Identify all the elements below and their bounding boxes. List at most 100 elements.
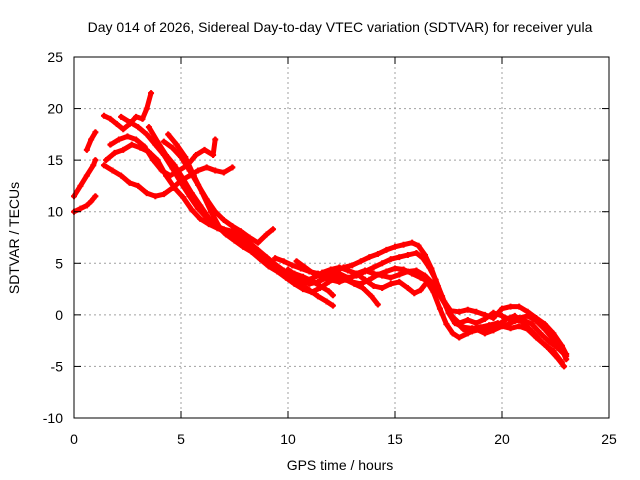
data-point (329, 292, 336, 299)
data-point (507, 303, 514, 310)
data-point (421, 272, 428, 279)
chart-title: Day 014 of 2026, Sidereal Day-to-day VTE… (88, 19, 593, 35)
data-point (135, 124, 142, 131)
data-point (263, 231, 270, 238)
series-trace (71, 193, 98, 215)
data-point (126, 118, 133, 125)
data-point (524, 326, 531, 333)
data-point (133, 113, 140, 120)
data-point (143, 190, 150, 197)
data-point (370, 282, 377, 289)
data-point (188, 190, 195, 197)
data-point (332, 271, 339, 278)
data-point (92, 129, 99, 136)
data-point (225, 229, 232, 236)
data-series (71, 90, 570, 370)
series-arc-o (319, 264, 565, 366)
data-point (314, 293, 321, 300)
data-point (90, 162, 97, 169)
data-point (490, 309, 497, 316)
data-point (246, 239, 253, 246)
data-point (180, 194, 187, 201)
data-point (550, 347, 557, 354)
data-point (285, 266, 291, 273)
data-point (379, 260, 386, 267)
data-point (192, 151, 199, 158)
data-point (344, 267, 351, 274)
data-point (379, 285, 386, 292)
data-point (77, 205, 84, 212)
y-tick-label: 15 (47, 152, 63, 168)
data-point (357, 258, 364, 265)
data-point (327, 276, 334, 283)
data-point (362, 267, 369, 274)
data-point (436, 305, 443, 312)
data-point (233, 235, 240, 242)
data-point (353, 270, 360, 277)
data-point (383, 268, 390, 275)
data-point (456, 334, 463, 341)
data-point (323, 298, 330, 305)
data-point (563, 356, 570, 363)
data-point (329, 302, 336, 309)
data-point (274, 268, 281, 275)
data-point (432, 276, 439, 283)
data-point (188, 206, 195, 213)
data-point (473, 320, 480, 327)
data-point (460, 326, 467, 333)
data-point (145, 148, 152, 155)
x-tick-label: 15 (387, 431, 403, 447)
series-arc-b (71, 157, 99, 200)
data-point (139, 115, 146, 122)
data-point (229, 164, 236, 171)
data-point (368, 293, 375, 300)
data-point (160, 191, 167, 198)
data-point (201, 146, 208, 153)
data-point (220, 169, 227, 176)
data-point (537, 330, 544, 337)
data-point (135, 182, 142, 189)
data-point (197, 202, 204, 209)
data-point (107, 141, 114, 148)
data-point (207, 208, 214, 215)
data-point (344, 275, 351, 282)
data-point (319, 269, 326, 276)
data-point (366, 254, 373, 261)
x-tick-label: 25 (601, 431, 617, 447)
data-point (359, 285, 366, 292)
y-tick-label: 5 (55, 255, 63, 271)
data-point (212, 167, 219, 174)
data-point (387, 256, 394, 263)
data-point (210, 151, 217, 158)
data-point (419, 255, 426, 262)
data-point (190, 172, 197, 179)
plot-frame (73, 56, 610, 419)
data-point (237, 233, 244, 240)
data-point (163, 172, 170, 179)
data-point (473, 308, 480, 315)
data-point (220, 216, 227, 223)
data-point (154, 138, 161, 145)
data-point (154, 157, 161, 164)
data-point (103, 157, 110, 164)
data-point (92, 193, 99, 200)
data-point (272, 261, 279, 268)
data-point (400, 241, 407, 248)
data-point (128, 141, 135, 148)
data-point (336, 278, 343, 285)
data-point (524, 312, 531, 319)
series-arc-c (83, 129, 99, 153)
data-point (265, 263, 272, 270)
data-point (118, 172, 125, 179)
data-point (499, 312, 505, 319)
y-tick-label: -10 (43, 410, 63, 426)
x-tick-label: 20 (494, 431, 510, 447)
series-trace (101, 162, 235, 199)
data-point (374, 251, 381, 258)
data-point (533, 334, 540, 341)
data-point (237, 228, 244, 235)
data-point (126, 179, 133, 186)
data-point (426, 264, 433, 271)
data-point (255, 246, 262, 253)
y-axis-label: SDTVAR / TECUs (6, 182, 22, 294)
